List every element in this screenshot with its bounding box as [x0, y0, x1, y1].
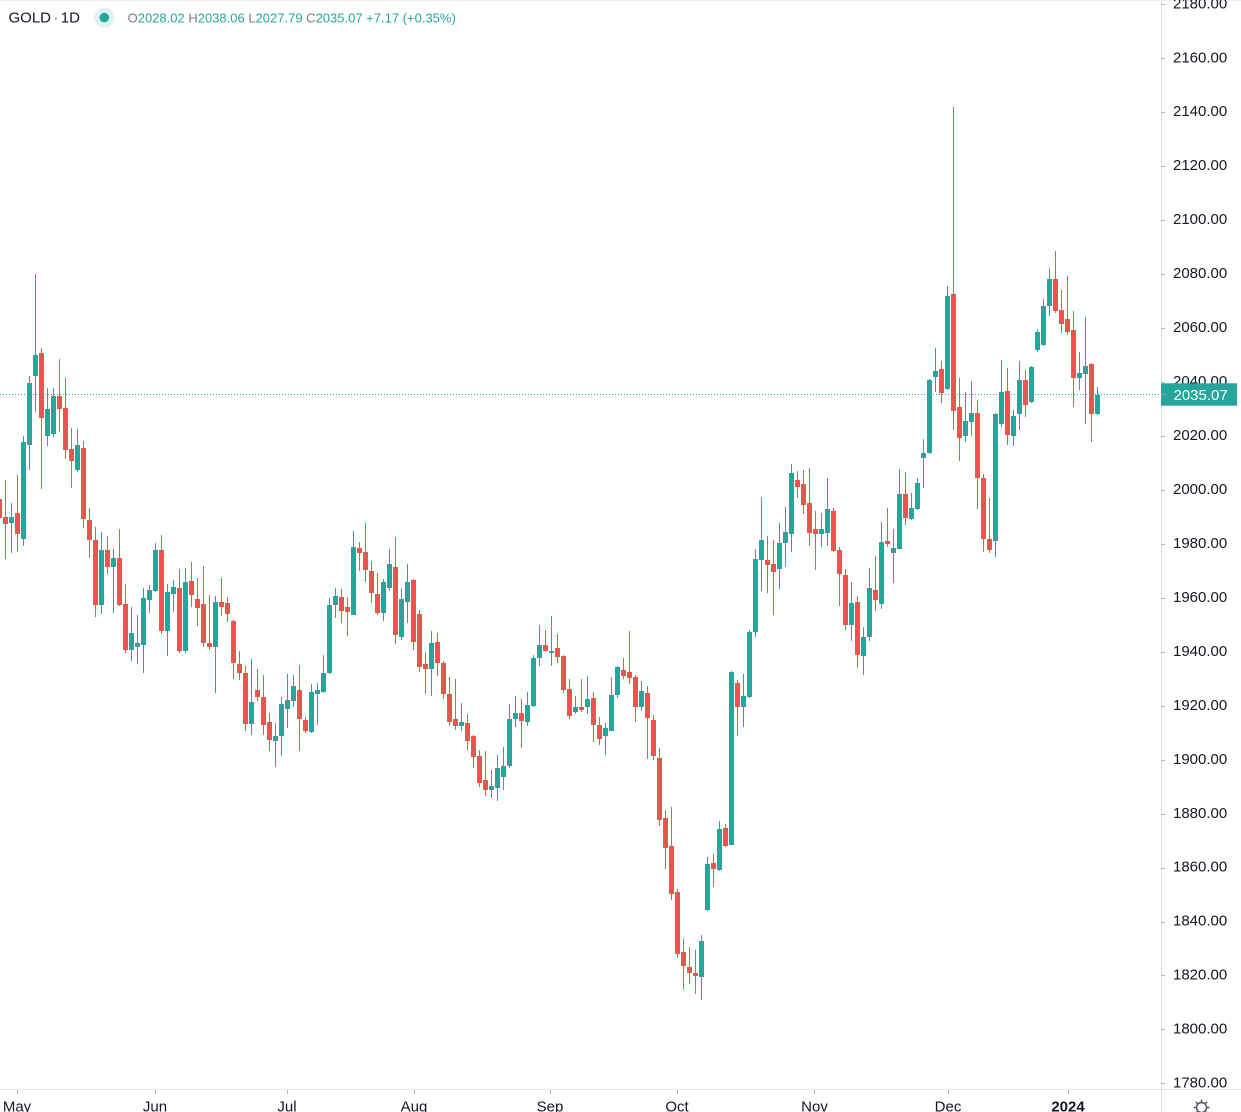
svg-text:1960.00: 1960.00: [1173, 589, 1227, 606]
svg-text:Dec: Dec: [935, 1099, 962, 1112]
svg-text:Oct: Oct: [665, 1099, 689, 1112]
svg-text:1940.00: 1940.00: [1173, 643, 1227, 660]
svg-text:1880.00: 1880.00: [1173, 805, 1227, 822]
svg-text:2160.00: 2160.00: [1173, 49, 1227, 66]
svg-text:1860.00: 1860.00: [1173, 859, 1227, 876]
svg-text:1820.00: 1820.00: [1173, 967, 1227, 984]
svg-text:2140.00: 2140.00: [1173, 103, 1227, 120]
svg-text:1920.00: 1920.00: [1173, 697, 1227, 714]
svg-text:2060.00: 2060.00: [1173, 319, 1227, 336]
svg-text:2020.00: 2020.00: [1173, 427, 1227, 444]
svg-text:2180.00: 2180.00: [1173, 0, 1227, 12]
svg-text:Aug: Aug: [401, 1099, 428, 1112]
svg-text:1780.00: 1780.00: [1173, 1075, 1227, 1092]
svg-text:May: May: [3, 1099, 32, 1112]
svg-text:2024: 2024: [1051, 1099, 1085, 1112]
svg-text:2035.07: 2035.07: [1174, 387, 1228, 404]
svg-text:2100.00: 2100.00: [1173, 211, 1227, 228]
svg-text:1900.00: 1900.00: [1173, 751, 1227, 768]
svg-text:2000.00: 2000.00: [1173, 481, 1227, 498]
svg-text:Jul: Jul: [277, 1099, 296, 1112]
svg-text:GOLD: GOLD: [9, 10, 52, 27]
svg-text:1980.00: 1980.00: [1173, 535, 1227, 552]
svg-text:2120.00: 2120.00: [1173, 157, 1227, 174]
svg-text:1D: 1D: [61, 10, 80, 27]
svg-text:·: ·: [54, 10, 59, 27]
svg-text:O2028.02 H2038.06 L2027.79 C20: O2028.02 H2038.06 L2027.79 C2035.07 +7.1…: [128, 10, 456, 25]
svg-text:Sep: Sep: [537, 1099, 564, 1112]
svg-text:1800.00: 1800.00: [1173, 1021, 1227, 1038]
svg-text:2080.00: 2080.00: [1173, 265, 1227, 282]
svg-text:Jun: Jun: [143, 1099, 167, 1112]
svg-text:1840.00: 1840.00: [1173, 913, 1227, 930]
svg-text:Nov: Nov: [801, 1099, 828, 1112]
